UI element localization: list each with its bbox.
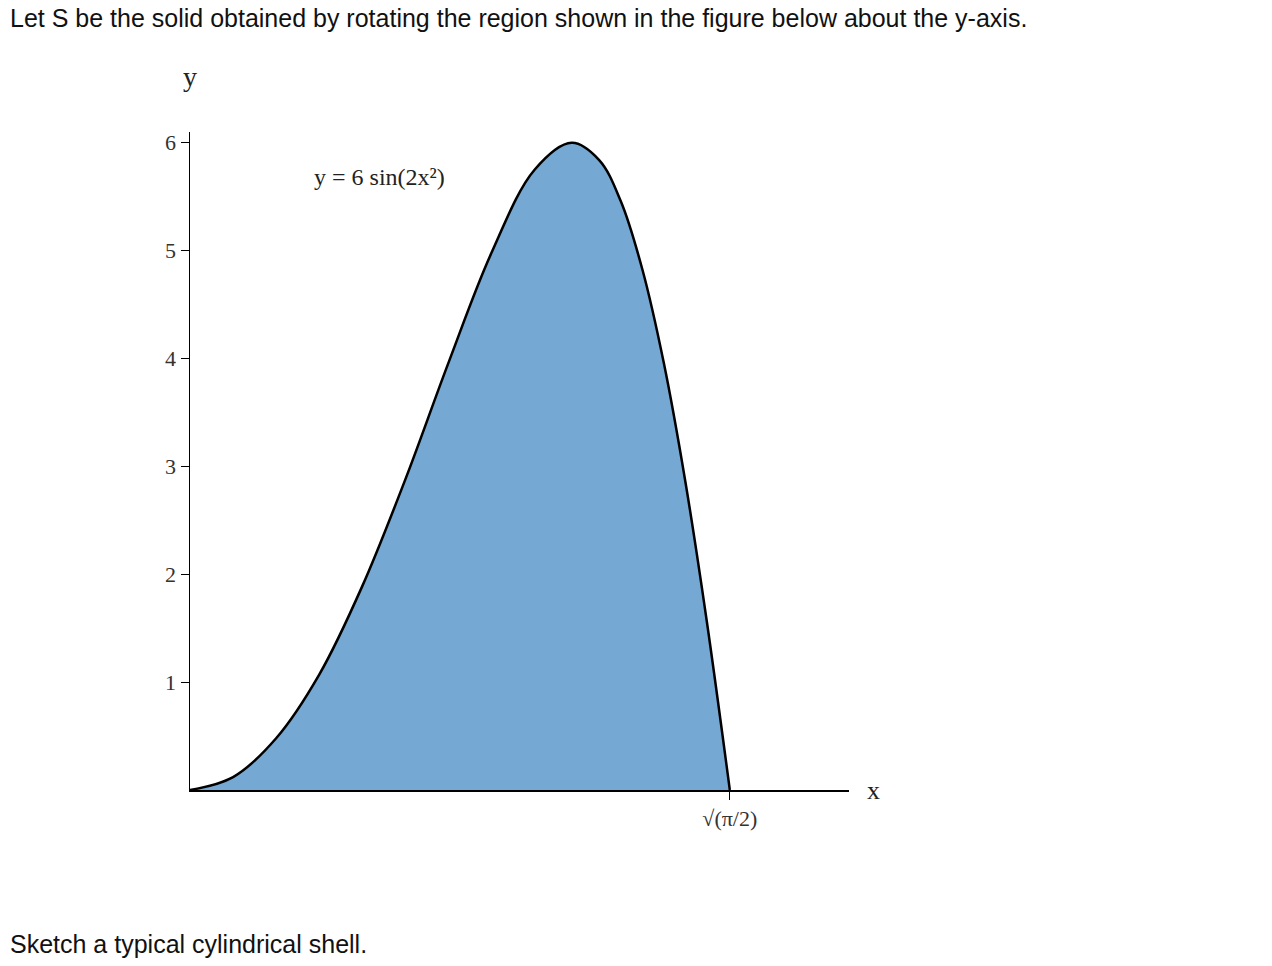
svg-text:y: y bbox=[183, 61, 197, 92]
html-text:Sketch a typical cylindrical s: Sketch a typical cylindrical shell. bbox=[10, 930, 368, 958]
svg-text:1: 1 bbox=[165, 670, 176, 695]
html-text:Let S be the solid obtained by: Let S be the solid obtained by rotating … bbox=[10, 4, 1028, 32]
svg-text:2: 2 bbox=[165, 562, 176, 587]
svg-text:5: 5 bbox=[165, 238, 176, 263]
svg-text:4: 4 bbox=[165, 346, 176, 371]
svg-text:3: 3 bbox=[165, 454, 176, 479]
svg-text:√(π/2): √(π/2) bbox=[702, 806, 757, 831]
svg-text:x: x bbox=[867, 776, 880, 805]
svg-text:y = 6 sin(2x²): y = 6 sin(2x²) bbox=[314, 164, 445, 190]
svg-text:6: 6 bbox=[165, 130, 176, 155]
